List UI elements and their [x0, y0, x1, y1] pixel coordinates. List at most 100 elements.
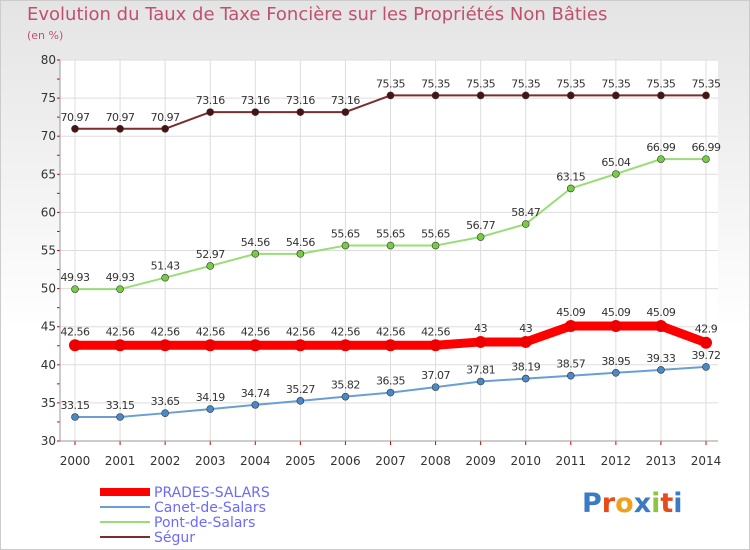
x-tick-label: 2014 — [691, 454, 722, 468]
data-label: 75.35 — [421, 77, 450, 90]
data-label: 42.56 — [61, 325, 90, 338]
data-label: 75.35 — [376, 77, 405, 90]
data-point — [700, 336, 712, 349]
data-label: 55.65 — [421, 228, 450, 241]
data-label: 42.56 — [331, 325, 360, 338]
logo-letter: t — [660, 488, 674, 519]
x-tick-label: 2004 — [240, 454, 271, 468]
data-label: 42.56 — [196, 325, 225, 338]
data-label: 42.56 — [106, 325, 135, 338]
data-label: 35.27 — [286, 383, 315, 396]
logo-letter: i — [673, 488, 683, 519]
data-point — [204, 339, 217, 352]
data-point — [341, 392, 350, 401]
data-point — [206, 108, 215, 116]
x-tick-label: 2008 — [420, 454, 451, 468]
data-point — [474, 335, 487, 348]
data-label: 70.97 — [61, 111, 90, 124]
data-point — [654, 320, 667, 333]
y-tick-label: 35 — [41, 396, 56, 410]
x-tick-label: 2010 — [510, 454, 541, 468]
data-point — [71, 125, 79, 133]
legend-label: Ségur — [154, 530, 195, 546]
data-point — [251, 108, 260, 116]
data-point — [341, 108, 350, 116]
data-point — [116, 285, 124, 293]
data-point — [702, 155, 710, 163]
x-tick-label: 2006 — [330, 454, 361, 468]
data-label: 49.93 — [106, 271, 135, 284]
y-tick-label: 45 — [41, 320, 56, 334]
data-label: 58.47 — [511, 206, 540, 219]
data-point — [702, 363, 710, 371]
x-tick-label: 2003 — [195, 454, 226, 468]
data-label: 75.35 — [692, 77, 721, 90]
data-point — [159, 339, 172, 352]
data-label: 42.56 — [376, 325, 405, 338]
data-label: 33.15 — [61, 399, 90, 412]
data-label: 42.56 — [286, 325, 315, 338]
data-point — [566, 371, 575, 380]
x-tick-label: 2007 — [375, 454, 406, 468]
data-label: 33.15 — [106, 399, 135, 412]
data-label: 45.09 — [601, 306, 630, 319]
data-label: 38.95 — [601, 355, 630, 368]
data-point — [384, 339, 397, 352]
data-point — [521, 220, 530, 228]
data-label: 33.65 — [151, 395, 180, 408]
data-label: 70.97 — [151, 111, 180, 124]
data-point — [114, 339, 127, 352]
data-point — [429, 339, 442, 352]
data-point — [161, 273, 169, 282]
x-tick-label: 2012 — [601, 454, 632, 468]
data-point — [206, 405, 215, 413]
data-label: 45.09 — [556, 306, 585, 319]
proxiti-logo: Proxiti — [582, 488, 683, 519]
data-point — [116, 125, 124, 133]
data-point — [657, 155, 665, 163]
data-point — [339, 339, 352, 352]
x-tick-label: 2009 — [465, 454, 496, 468]
x-tick-label: 2000 — [60, 454, 91, 468]
data-label: 75.35 — [556, 77, 585, 90]
data-point — [431, 383, 440, 391]
data-label: 73.16 — [196, 94, 225, 107]
data-point — [69, 339, 81, 352]
data-label: 54.56 — [286, 236, 315, 249]
data-label: 55.65 — [376, 228, 405, 241]
y-tick-label: 55 — [41, 244, 56, 258]
data-label: 73.16 — [241, 94, 270, 107]
data-label: 42.9 — [695, 323, 718, 336]
data-label: 34.74 — [241, 387, 270, 400]
data-label: 39.33 — [646, 352, 675, 365]
data-label: 45.09 — [646, 306, 675, 319]
x-tick-label: 2013 — [646, 454, 677, 468]
logo-letter: P — [582, 488, 602, 519]
y-tick-label: 75 — [41, 91, 56, 105]
data-label: 51.43 — [151, 260, 180, 273]
data-label: 38.57 — [556, 358, 585, 371]
data-label: 65.04 — [601, 156, 630, 169]
data-point — [386, 91, 395, 100]
data-label: 35.82 — [331, 379, 360, 392]
data-point — [161, 409, 169, 417]
data-point — [566, 184, 575, 193]
data-point — [251, 250, 260, 258]
data-point — [566, 91, 575, 100]
data-point — [519, 335, 532, 348]
data-label: 55.65 — [331, 228, 360, 241]
data-label: 66.99 — [692, 141, 721, 154]
data-point — [296, 108, 305, 116]
data-label: 42.56 — [151, 325, 180, 338]
data-point — [612, 369, 620, 377]
data-label: 42.56 — [241, 325, 270, 338]
data-label: 75.35 — [646, 77, 675, 90]
data-label: 34.19 — [196, 391, 225, 404]
data-point — [612, 170, 620, 178]
data-point — [249, 339, 262, 352]
y-tick-label: 40 — [41, 358, 56, 372]
data-label: 39.72 — [692, 349, 721, 362]
data-point — [341, 241, 350, 250]
legend-label: Canet-de-Salars — [154, 500, 266, 516]
